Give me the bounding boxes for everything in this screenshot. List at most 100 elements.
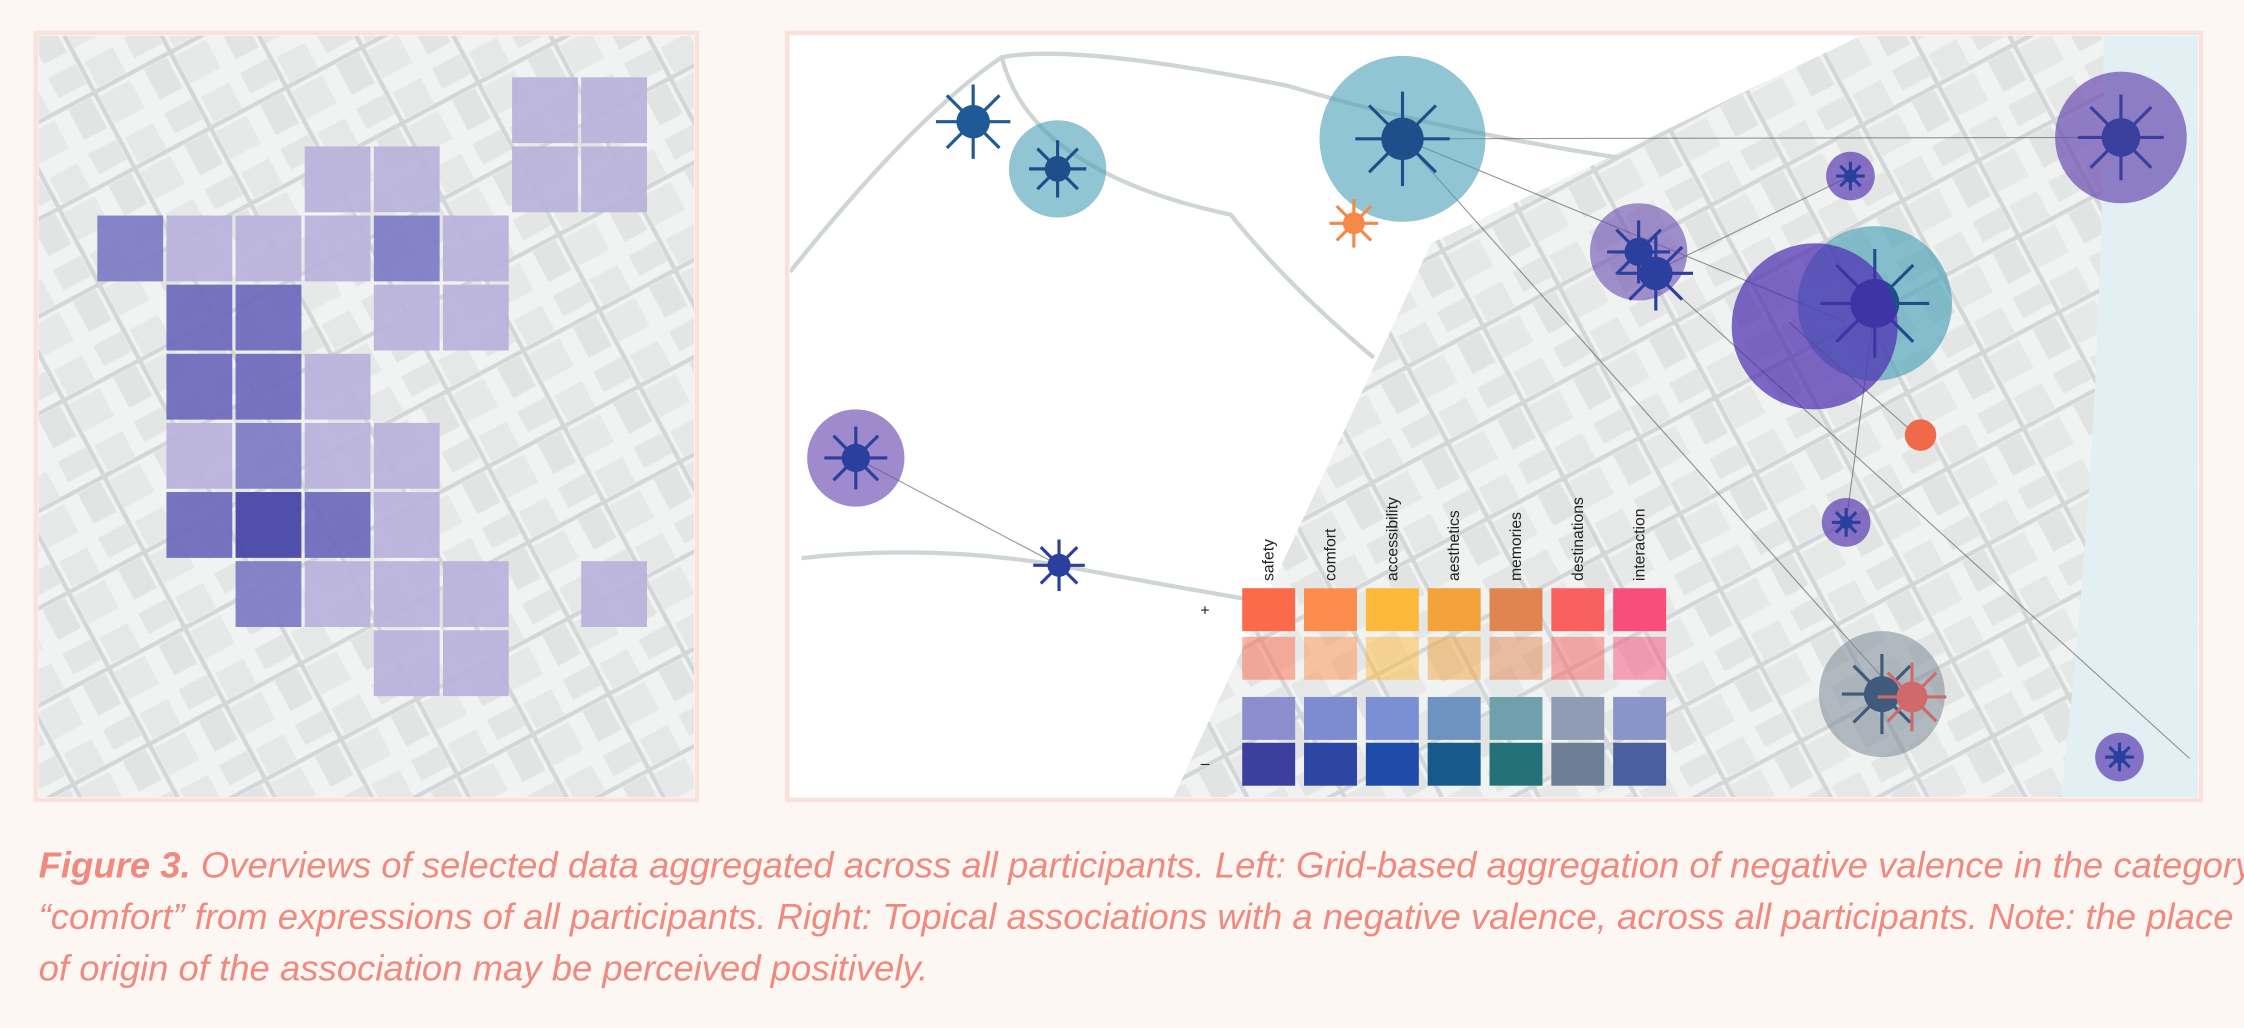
legend-swatch bbox=[1489, 636, 1543, 680]
grid-cell bbox=[166, 492, 233, 558]
grid-cell bbox=[304, 422, 371, 489]
grid-cell bbox=[304, 146, 371, 213]
legend-swatch bbox=[1613, 742, 1667, 786]
legend-swatch bbox=[1489, 588, 1543, 632]
grid-cell bbox=[442, 215, 509, 282]
node bbox=[2113, 750, 2126, 764]
legend-positive: + bbox=[1200, 602, 1209, 619]
legend-column-label: comfort bbox=[1323, 528, 1340, 581]
grid-cell bbox=[166, 215, 233, 282]
legend-swatch bbox=[1427, 636, 1481, 680]
node bbox=[1044, 156, 1071, 182]
legend-swatch bbox=[1242, 636, 1296, 680]
node bbox=[1896, 681, 1928, 713]
halo bbox=[1731, 243, 1898, 410]
grid-cell bbox=[304, 492, 371, 558]
grid-cell bbox=[373, 422, 440, 489]
legend-swatch bbox=[1489, 742, 1543, 786]
grid-cell bbox=[442, 561, 509, 627]
grid-cell bbox=[373, 215, 440, 282]
grid-cell bbox=[442, 630, 509, 697]
grid-cell bbox=[235, 561, 302, 627]
grid-cell bbox=[373, 561, 440, 627]
association-bubbles bbox=[807, 55, 2187, 782]
grid-cell bbox=[373, 492, 440, 558]
legend-swatch bbox=[1613, 696, 1667, 740]
legend-swatch bbox=[1304, 742, 1357, 786]
grid-cell bbox=[166, 422, 233, 489]
legend-swatch bbox=[1304, 636, 1357, 680]
legend: + – safety comfort accessibility aesthetics… bbox=[1200, 497, 1667, 786]
legend-column-label: interaction bbox=[1632, 508, 1649, 581]
grid-cell bbox=[235, 422, 302, 489]
legend-swatch bbox=[1613, 588, 1667, 632]
grid-cell bbox=[304, 215, 371, 282]
grid-cell bbox=[304, 353, 371, 420]
legend-swatch bbox=[1489, 696, 1543, 740]
caption: Figure 3. Overviews of selected data agg… bbox=[39, 844, 2244, 988]
grid-cell bbox=[373, 630, 440, 697]
legend-column-label: memories bbox=[1508, 512, 1525, 581]
right-map: + – safety comfort accessibility aesthetics… bbox=[784, 30, 2204, 803]
node bbox=[1342, 212, 1365, 235]
legend-swatch bbox=[1551, 742, 1605, 786]
halo bbox=[1904, 419, 1937, 451]
grid-cell bbox=[581, 77, 648, 144]
grid-cells bbox=[97, 77, 648, 697]
legend-swatch bbox=[1427, 696, 1481, 740]
node bbox=[1639, 256, 1673, 291]
caption-line: of origin of the association may be perc… bbox=[39, 947, 929, 988]
legend-swatch bbox=[1365, 588, 1419, 632]
node bbox=[956, 104, 990, 139]
legend-column-label: safety bbox=[1261, 539, 1278, 581]
node bbox=[1863, 676, 1900, 713]
legend-swatch bbox=[1551, 696, 1605, 740]
legend-column-label: accessibility bbox=[1384, 497, 1401, 581]
legend-swatch bbox=[1304, 588, 1357, 632]
grid-cell bbox=[373, 284, 440, 351]
grid-cell bbox=[512, 146, 578, 213]
caption-line: “comfort” from expressions of all partic… bbox=[39, 896, 2234, 937]
left-map bbox=[33, 30, 700, 803]
node bbox=[1047, 553, 1071, 577]
grid-cell bbox=[442, 284, 509, 351]
legend-swatch bbox=[1242, 588, 1296, 632]
grid-cell bbox=[304, 561, 371, 627]
grid-cell bbox=[235, 492, 302, 558]
legend-swatch bbox=[1551, 588, 1605, 632]
legend-swatch bbox=[1242, 696, 1296, 740]
grid-cell bbox=[97, 215, 164, 282]
grid-cell bbox=[512, 77, 578, 144]
node bbox=[1624, 237, 1653, 267]
grid-cell bbox=[235, 353, 302, 420]
legend-swatch bbox=[1365, 742, 1419, 786]
legend-swatch bbox=[1365, 636, 1419, 680]
legend-column-label: destinations bbox=[1570, 497, 1587, 581]
legend-swatch bbox=[1551, 636, 1605, 680]
grid-cell bbox=[235, 284, 302, 351]
legend-swatch bbox=[1613, 636, 1667, 680]
legend-negative: – bbox=[1201, 756, 1210, 773]
node bbox=[1381, 117, 1424, 161]
grid-cell bbox=[235, 215, 302, 282]
node bbox=[2101, 118, 2141, 157]
grid-cell bbox=[166, 284, 233, 351]
legend-swatch bbox=[1365, 696, 1419, 740]
grid-cell bbox=[581, 561, 648, 627]
caption-line: Figure 3. Overviews of selected data agg… bbox=[39, 844, 2244, 885]
legend-column-label: aesthetics bbox=[1446, 510, 1463, 581]
node bbox=[841, 443, 870, 473]
node bbox=[1844, 169, 1857, 183]
caption-text: Overviews of selected data aggregated ac… bbox=[191, 844, 2244, 885]
legend-swatch bbox=[1242, 742, 1296, 786]
grid-cell bbox=[166, 353, 233, 420]
caption-label: Figure 3. bbox=[39, 844, 191, 885]
grid-cell bbox=[373, 146, 440, 213]
legend-swatch bbox=[1427, 742, 1481, 786]
legend-swatch bbox=[1304, 696, 1357, 740]
legend-swatch bbox=[1427, 588, 1481, 632]
node bbox=[1839, 515, 1853, 529]
grid-cell bbox=[581, 146, 648, 213]
